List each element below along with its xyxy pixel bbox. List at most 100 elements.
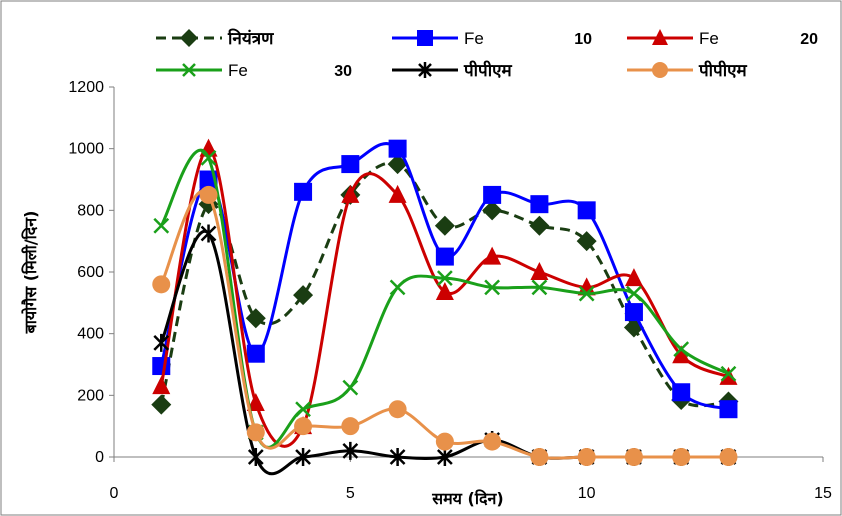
data-point [578,285,595,302]
data-point [341,155,360,174]
data-point [387,154,408,175]
data-point [673,341,690,357]
legend-label: पीपीएम [698,60,748,81]
data-point [577,448,596,466]
legend-marker [418,62,432,78]
data-point [293,285,314,306]
legend-marker [182,63,196,77]
x-tick-label: 15 [814,485,832,502]
data-point [435,282,454,301]
data-point [435,432,454,451]
data-point [577,277,596,296]
y-tick-label: 800 [77,202,104,219]
data-point [200,224,217,243]
data-point [436,448,453,466]
data-point [245,308,266,329]
data-point [389,279,406,296]
data-point [295,401,311,418]
data-point [624,303,643,322]
legend: नियंत्रण Fe 10 Fe 20 Fe 30 पीपीएम पीपीएम [156,28,818,81]
data-point [151,394,172,415]
data-point [483,185,502,204]
data-point [341,417,360,436]
data-point [530,448,549,466]
legend-label: Fe [464,29,484,48]
data-point [294,417,313,436]
data-point [720,365,737,382]
y-tick-label: 600 [77,264,104,281]
legend-marker [180,29,198,47]
data-point [529,215,550,236]
data-point [531,279,548,296]
x-tick-label: 0 [110,485,119,502]
legend-label-number: 20 [800,31,818,48]
data-point [342,379,359,396]
data-point [672,383,691,402]
data-point [530,195,549,214]
legend-entry-6: पीपीएम [627,60,748,81]
legend-label: Fe [699,29,719,48]
legend-label: Fe [228,61,248,80]
data-point [199,185,218,204]
series-line [159,147,730,448]
data-point [483,246,502,265]
legend-label-number: 10 [574,31,592,48]
data-point [342,441,359,460]
data-point [388,139,407,158]
data-point [576,231,597,252]
data-point [624,268,643,287]
data-point [436,270,453,287]
data-point [719,448,738,466]
data-point [672,345,691,364]
data-point [435,247,454,266]
data-point [246,393,265,412]
data-point [153,217,170,234]
data-point [484,279,501,296]
data-point [152,357,171,376]
data-point [294,182,313,201]
y-tick-label: 200 [77,387,104,404]
data-point [246,423,265,442]
data-point [295,448,311,466]
legend-marker [652,29,668,45]
series-4 [153,148,737,449]
data-point [389,448,406,466]
y-tick-label: 0 [95,449,104,466]
x-tick-label: 10 [578,485,596,502]
x-tick-label: 5 [346,485,355,502]
data-point [482,200,503,221]
data-point [530,262,549,280]
data-point [719,366,738,385]
legend-entry-2: Fe 10 [392,29,592,48]
data-point [483,432,502,451]
y-tick-label: 400 [77,326,104,343]
data-point [153,333,170,352]
data-point [152,376,171,395]
data-point [388,400,407,419]
legend-entry-4: Fe 30 [156,61,352,80]
y-tick-label: 1200 [68,79,104,96]
x-axis-label: समय (दिन) [431,489,503,508]
legend-label: नियंत्रण [227,28,274,49]
legend-label-number: 30 [334,63,352,80]
data-point [624,448,643,466]
legend-entry-1: नियंत्रण [156,28,274,49]
data-point [388,184,407,203]
legend-label: पीपीएम [463,60,513,81]
series-area [151,138,739,476]
data-point [577,201,596,220]
y-axis-label: बायोगैस (मिली/दिन) [21,211,40,335]
data-point [200,150,217,166]
data-point [626,285,642,302]
data-point [719,400,738,419]
data-point [247,448,264,466]
legend-entry-5: पीपीएम [392,60,513,81]
data-point [341,184,360,203]
legend-marker [652,62,668,78]
y-tick-label: 1000 [68,141,104,158]
data-point [246,344,265,363]
data-point [434,215,455,236]
